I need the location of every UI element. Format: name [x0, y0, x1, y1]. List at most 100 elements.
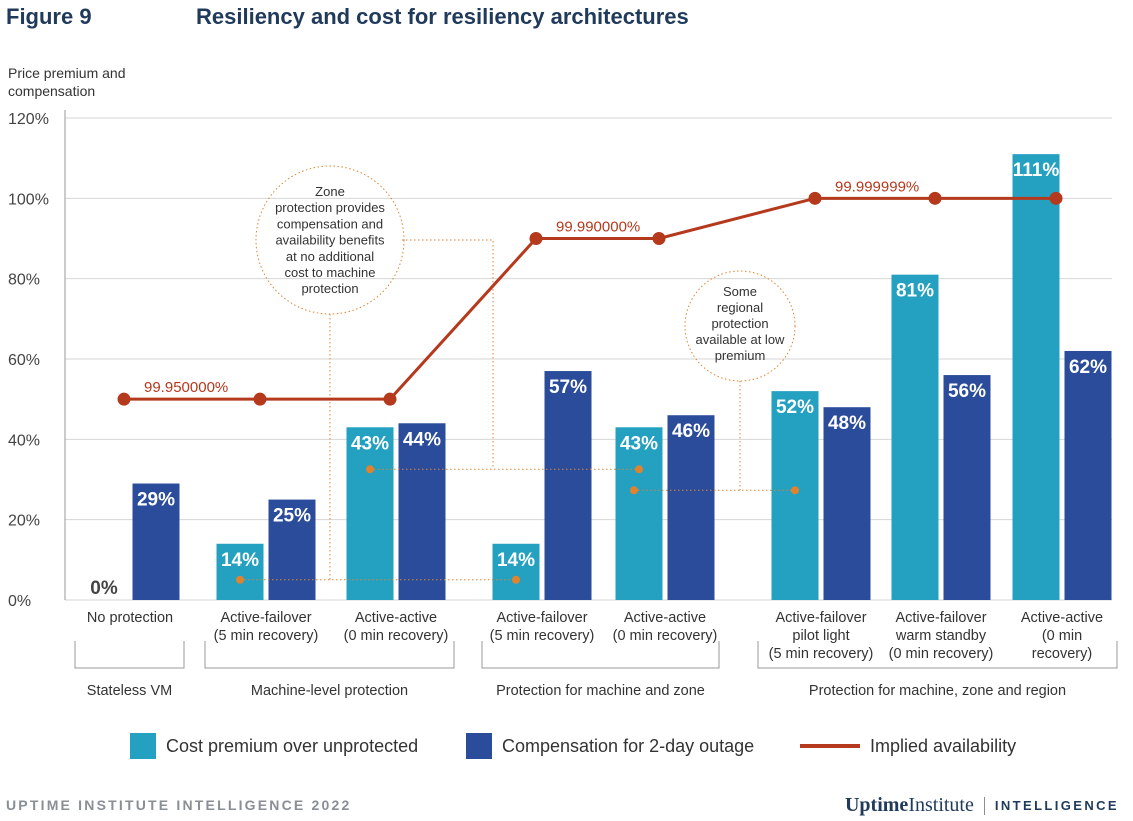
bar-cost — [771, 391, 819, 600]
data-label: 29% — [137, 490, 175, 511]
callout-text-region: premium — [715, 348, 766, 363]
legend-item-compensation: Compensation for 2-day outage — [466, 733, 754, 759]
category-label: Active-failover — [220, 610, 311, 626]
group-bracket — [74, 641, 185, 669]
legend-label-compensation: Compensation for 2-day outage — [502, 735, 755, 756]
availability-line — [124, 196, 1056, 401]
group-label: Protection for machine and zone — [496, 683, 705, 699]
callout-text-zone: availability benefits — [275, 233, 385, 248]
availability-annotation: 99.950000% — [144, 379, 228, 396]
category-label: (5 min recovery) — [214, 628, 319, 644]
y-tick-label: 80% — [8, 272, 40, 289]
availability-point — [117, 392, 131, 406]
figure-label: Figure 9 — [6, 4, 92, 29]
callout-text-zone: protection provides — [275, 200, 385, 215]
callout-marker — [635, 465, 643, 474]
bar-cost — [346, 427, 394, 600]
data-label: 43% — [351, 433, 389, 454]
data-label: 14% — [221, 550, 259, 571]
availability-point — [253, 392, 267, 406]
category-label: Active-failover — [496, 610, 587, 626]
group-label: Machine-level protection — [251, 683, 408, 699]
callout-circle — [684, 270, 796, 382]
y-tick-label: 120% — [8, 111, 49, 128]
y-tick-label: 0% — [8, 593, 31, 610]
data-label: 46% — [672, 421, 710, 442]
legend-item-availability: Implied availability — [800, 733, 1016, 759]
brand-divider — [983, 796, 985, 815]
data-label: 111% — [1013, 160, 1060, 181]
data-label: 0% — [90, 578, 118, 599]
data-label: 56% — [948, 381, 986, 402]
data-label: 62% — [1069, 357, 1107, 378]
bar-cost — [615, 427, 663, 600]
legend-label-cost: Cost premium over unprotected — [166, 735, 419, 756]
category-label: warm standby — [895, 628, 987, 644]
group-bracket — [204, 641, 455, 669]
callout-text-region: Some — [723, 284, 757, 299]
data-label: 25% — [273, 506, 311, 527]
y-tick-label: 40% — [8, 432, 40, 449]
y-tick-label: 20% — [8, 513, 40, 530]
data-label: 48% — [828, 413, 866, 434]
availability-annotation: 99.990000% — [556, 219, 640, 236]
category-label: No protection — [87, 610, 173, 626]
bar-compensation — [268, 499, 316, 600]
category-label: (5 min recovery) — [769, 646, 874, 662]
category-label: Active-active — [1021, 610, 1103, 626]
category-label: (5 min recovery) — [490, 628, 595, 644]
legend-label-availability: Implied availability — [870, 735, 1017, 756]
callout-marker — [791, 486, 799, 495]
callout-text-region: protection — [711, 316, 768, 331]
availability-point — [383, 392, 397, 406]
category-label: Active-failover — [895, 610, 986, 626]
brand-intelligence: INTELLIGENCE — [994, 798, 1119, 813]
callout-text-zone: compensation and — [277, 216, 383, 231]
data-label: 43% — [620, 433, 658, 454]
callout-marker — [630, 486, 638, 495]
bar-compensation — [1064, 350, 1112, 600]
availability-point — [808, 191, 822, 205]
category-label: (0 min — [1042, 628, 1082, 644]
callout-marker — [366, 465, 374, 474]
legend-item-cost: Cost premium over unprotected — [130, 733, 418, 759]
category-label: Active-active — [355, 610, 437, 626]
callout-marker — [512, 575, 520, 584]
bar-compensation — [398, 423, 446, 600]
bar-compensation — [544, 371, 592, 600]
chart-plot: 0% 20% 40% 60% 80% 100% 120% 0% 14% 43% 14% 43% 52% 8… — [8, 110, 1118, 699]
category-label: (0 min recovery) — [344, 628, 449, 644]
bar-compensation — [823, 407, 871, 600]
callout-text-region: regional — [717, 300, 763, 315]
figure-title: Resiliency and cost for resiliency archi… — [196, 4, 689, 29]
footer-credit: UPTIME INSTITUTE INTELLIGENCE 2022 — [6, 797, 352, 813]
availability-annotation: 99.999999% — [835, 178, 919, 195]
callout-text-region: available at low — [696, 332, 785, 347]
availability-point — [1049, 191, 1063, 205]
callout-text-zone: protection — [301, 281, 358, 296]
bar-cost — [891, 274, 939, 600]
y-axis-label: Price premium and compensation — [8, 65, 126, 99]
data-label: 57% — [549, 377, 587, 398]
data-label: 14% — [497, 550, 535, 571]
bar-compensation — [943, 375, 991, 600]
availability-point — [529, 232, 543, 245]
y-tick-label: 60% — [8, 352, 40, 369]
brand-logo: UptimeInstitute — [844, 794, 974, 816]
group-label: Protection for machine, zone and region — [809, 683, 1066, 699]
legend-line-availability — [800, 744, 860, 748]
category-label: Active-failover — [775, 610, 866, 626]
footer-brand: UptimeInstitute INTELLIGENCE — [845, 794, 1119, 817]
availability-point — [928, 191, 942, 205]
category-label: Active-active — [624, 610, 706, 626]
group-bracket — [757, 641, 1118, 669]
callout-marker — [236, 575, 244, 584]
legend-swatch-compensation — [466, 733, 492, 759]
category-label: recovery) — [1032, 646, 1092, 662]
bar-cost — [492, 543, 540, 600]
data-label: 81% — [896, 281, 934, 302]
group-bracket — [481, 641, 720, 669]
category-label: (0 min recovery) — [889, 646, 994, 662]
legend-swatch-cost — [130, 733, 156, 759]
callout-text-zone: Zone — [315, 184, 345, 199]
